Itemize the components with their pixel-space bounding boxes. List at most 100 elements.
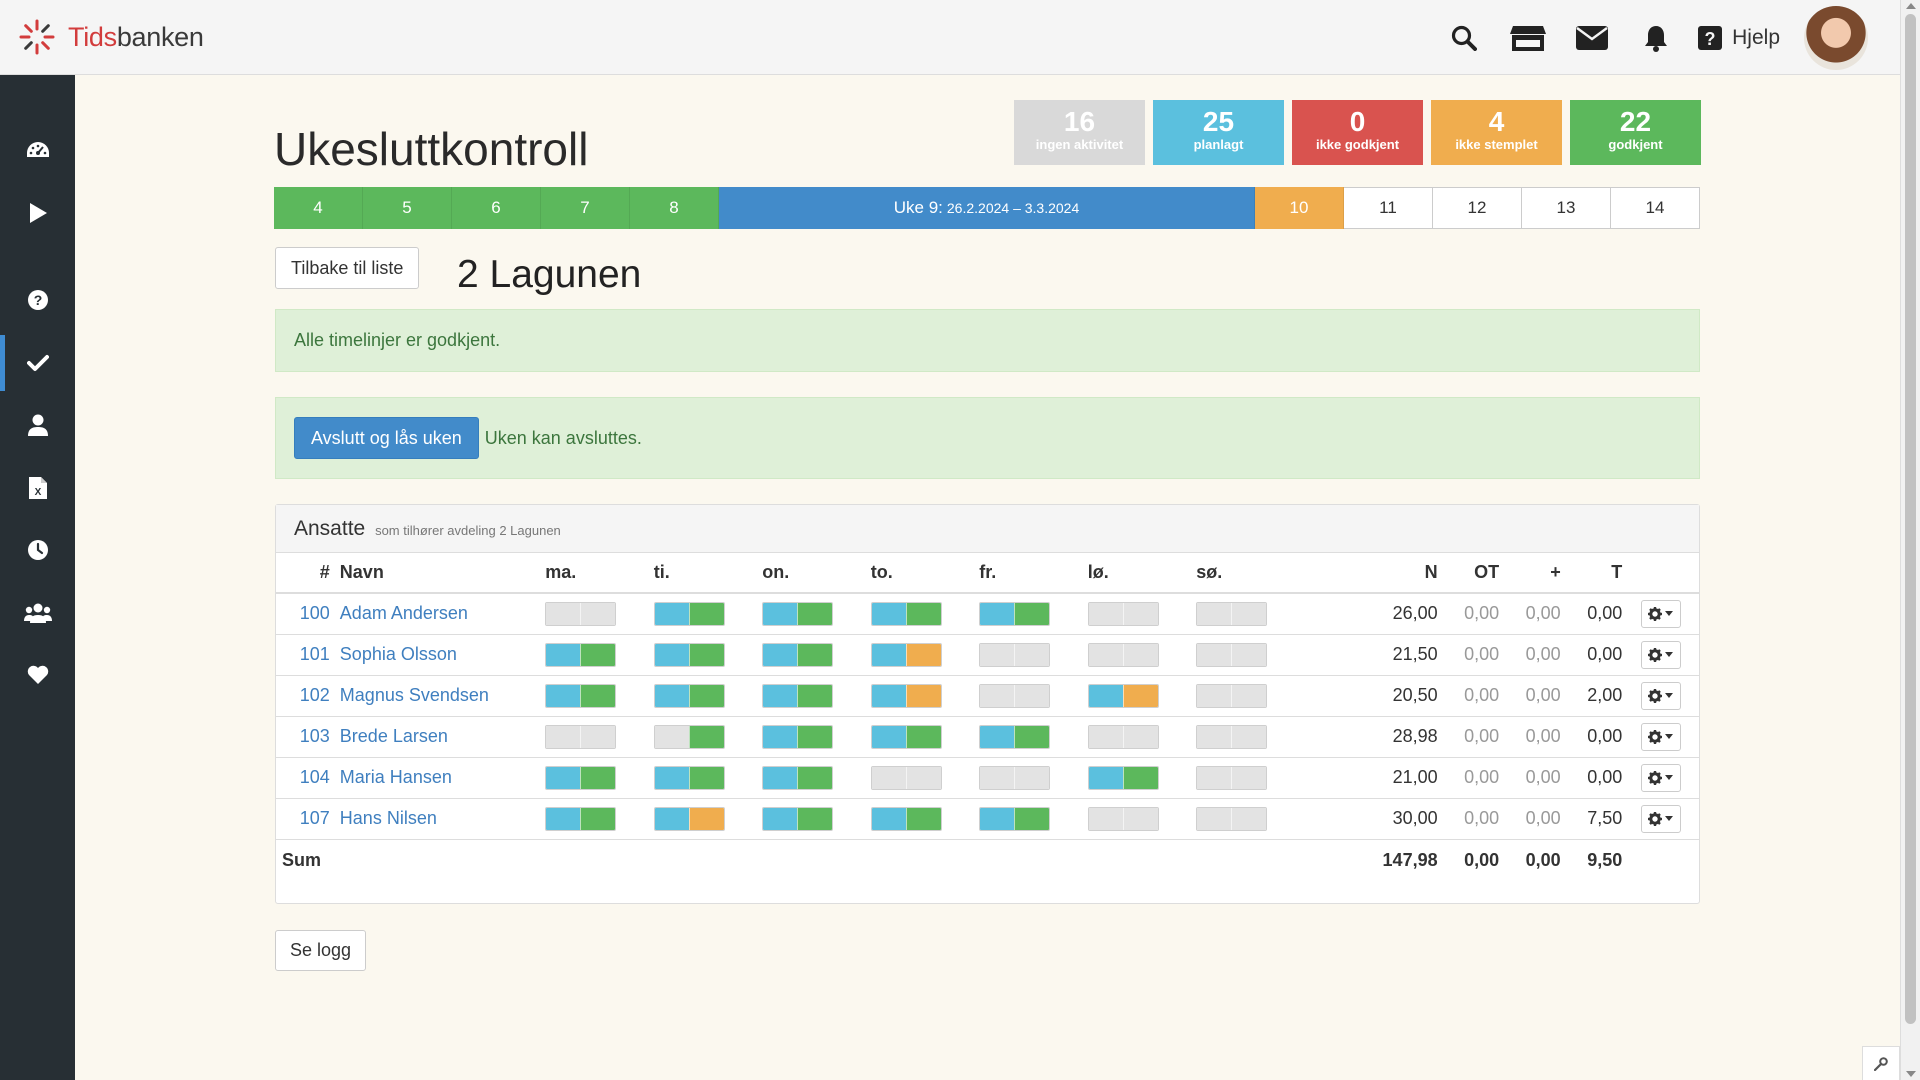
day-status-bar[interactable]: [762, 806, 834, 831]
day-status-bar[interactable]: [762, 765, 834, 790]
week-tab-approved[interactable]: 5: [363, 187, 452, 229]
day-status-bar[interactable]: [1087, 642, 1159, 667]
sidebar-item-groups[interactable]: [0, 585, 75, 641]
mail-icon[interactable]: [1570, 16, 1614, 60]
sidebar-item-employees[interactable]: [0, 397, 75, 453]
day-status-bar[interactable]: [545, 601, 617, 626]
status-badge[interactable]: 22 godkjent: [1570, 100, 1701, 165]
status-badge[interactable]: 4 ikke stemplet: [1431, 100, 1562, 165]
week-tab-future[interactable]: 13: [1522, 187, 1611, 229]
day-status-bar[interactable]: [653, 806, 725, 831]
search-icon[interactable]: [1442, 16, 1486, 60]
employee-name-link[interactable]: Magnus Svendsen: [339, 675, 546, 717]
day-status-bar[interactable]: [870, 601, 942, 626]
row-settings-button[interactable]: [1640, 763, 1681, 792]
sidebar-item-help[interactable]: ?: [0, 272, 75, 328]
close-and-lock-week-button[interactable]: Avslutt og lås uken: [294, 417, 479, 459]
day-status-bar[interactable]: [1196, 601, 1268, 626]
employee-number-link[interactable]: 100: [276, 593, 340, 635]
scroll-down-icon[interactable]: [1906, 1071, 1916, 1077]
week-tab-approved[interactable]: 6: [452, 187, 541, 229]
day-status-bar[interactable]: [870, 683, 942, 708]
day-status-bar[interactable]: [545, 765, 617, 790]
day-status-bar[interactable]: [545, 724, 617, 749]
employee-number-link[interactable]: 102: [276, 675, 340, 717]
sidebar-item-favorites[interactable]: [0, 647, 75, 703]
week-tab-approved[interactable]: 7: [541, 187, 630, 229]
day-status-bar[interactable]: [870, 642, 942, 667]
day-status-bar[interactable]: [653, 765, 725, 790]
employee-number-link[interactable]: 101: [276, 634, 340, 676]
day-status-bar[interactable]: [870, 806, 942, 831]
week-tab-future[interactable]: 11: [1344, 187, 1433, 229]
store-icon[interactable]: [1506, 16, 1550, 60]
day-status-bar[interactable]: [979, 642, 1051, 667]
row-settings-button[interactable]: [1640, 640, 1681, 669]
employee-number-link[interactable]: 107: [276, 798, 340, 840]
week-tab-future[interactable]: 12: [1433, 187, 1522, 229]
employee-number-link[interactable]: 103: [276, 716, 340, 758]
week-tab-approved[interactable]: 8: [630, 187, 719, 229]
day-status-bar[interactable]: [653, 683, 725, 708]
day-status-bar[interactable]: [545, 806, 617, 831]
row-settings-button[interactable]: [1640, 599, 1681, 628]
wrench-icon[interactable]: [1862, 1046, 1900, 1080]
day-status-bar[interactable]: [979, 806, 1051, 831]
row-settings-button[interactable]: [1640, 804, 1681, 833]
day-status-bar[interactable]: [545, 683, 617, 708]
day-status-bar[interactable]: [653, 601, 725, 626]
day-status-bar[interactable]: [653, 642, 725, 667]
day-status-bar[interactable]: [1196, 683, 1268, 708]
sidebar-item-play[interactable]: [0, 185, 75, 241]
employee-number-link[interactable]: 104: [276, 757, 340, 799]
day-status-bar[interactable]: [1087, 765, 1159, 790]
scrollbar-thumb[interactable]: [1905, 14, 1916, 1024]
week-tab-current[interactable]: Uke 9: 26.2.2024 – 3.3.2024: [719, 187, 1255, 229]
week-tab-approved[interactable]: 4: [274, 187, 363, 229]
status-badge[interactable]: 0 ikke godkjent: [1292, 100, 1423, 165]
status-badge[interactable]: 16 ingen aktivitet: [1014, 100, 1145, 165]
day-status-bar[interactable]: [1196, 724, 1268, 749]
back-to-list-button[interactable]: Tilbake til liste: [275, 247, 420, 289]
row-settings-button[interactable]: [1640, 722, 1681, 751]
day-status-bar[interactable]: [1196, 642, 1268, 667]
day-status-bar[interactable]: [545, 642, 617, 667]
employee-name-link[interactable]: Brede Larsen: [339, 716, 546, 758]
day-status-bar[interactable]: [1087, 806, 1159, 831]
day-status-bar[interactable]: [870, 765, 942, 790]
day-status-bar[interactable]: [979, 683, 1051, 708]
employee-name-link[interactable]: Sophia Olsson: [339, 634, 546, 676]
row-settings-button[interactable]: [1640, 681, 1681, 710]
day-status-bar[interactable]: [979, 765, 1051, 790]
day-status-bar[interactable]: [762, 724, 834, 749]
help-link[interactable]: ? Hjelp: [1698, 25, 1780, 50]
sidebar-item-export[interactable]: X: [0, 460, 75, 516]
tidsbanken-logo[interactable]: Tidsbanken: [17, 17, 204, 57]
sidebar-item-time[interactable]: [0, 522, 75, 578]
status-badge[interactable]: 25 planlagt: [1153, 100, 1284, 165]
day-status-bar[interactable]: [762, 683, 834, 708]
employee-name-link[interactable]: Adam Andersen: [339, 593, 546, 635]
sidebar-item-dashboard[interactable]: [0, 122, 75, 178]
day-status-bar[interactable]: [762, 642, 834, 667]
day-status-bar[interactable]: [762, 601, 834, 626]
bell-icon[interactable]: [1634, 16, 1678, 60]
employee-name-link[interactable]: Maria Hansen: [339, 757, 546, 799]
scroll-up-icon[interactable]: [1906, 3, 1916, 9]
day-status-bar[interactable]: [1087, 601, 1159, 626]
day-status-bar[interactable]: [870, 724, 942, 749]
day-status-bar[interactable]: [1196, 765, 1268, 790]
user-avatar[interactable]: [1804, 5, 1868, 70]
day-status-bar[interactable]: [1196, 806, 1268, 831]
sidebar-item-approval[interactable]: [0, 335, 75, 391]
day-status-bar[interactable]: [979, 601, 1051, 626]
day-status-bar[interactable]: [1087, 683, 1159, 708]
view-log-button[interactable]: Se logg: [275, 930, 367, 971]
day-status-bar[interactable]: [979, 724, 1051, 749]
day-status-bar[interactable]: [1087, 724, 1159, 749]
employee-name-link[interactable]: Hans Nilsen: [339, 798, 546, 840]
vertical-scrollbar[interactable]: [1900, 0, 1920, 1080]
week-tab-future[interactable]: 14: [1611, 187, 1700, 229]
week-tab-pending[interactable]: 10: [1255, 187, 1344, 229]
day-status-bar[interactable]: [653, 724, 725, 749]
